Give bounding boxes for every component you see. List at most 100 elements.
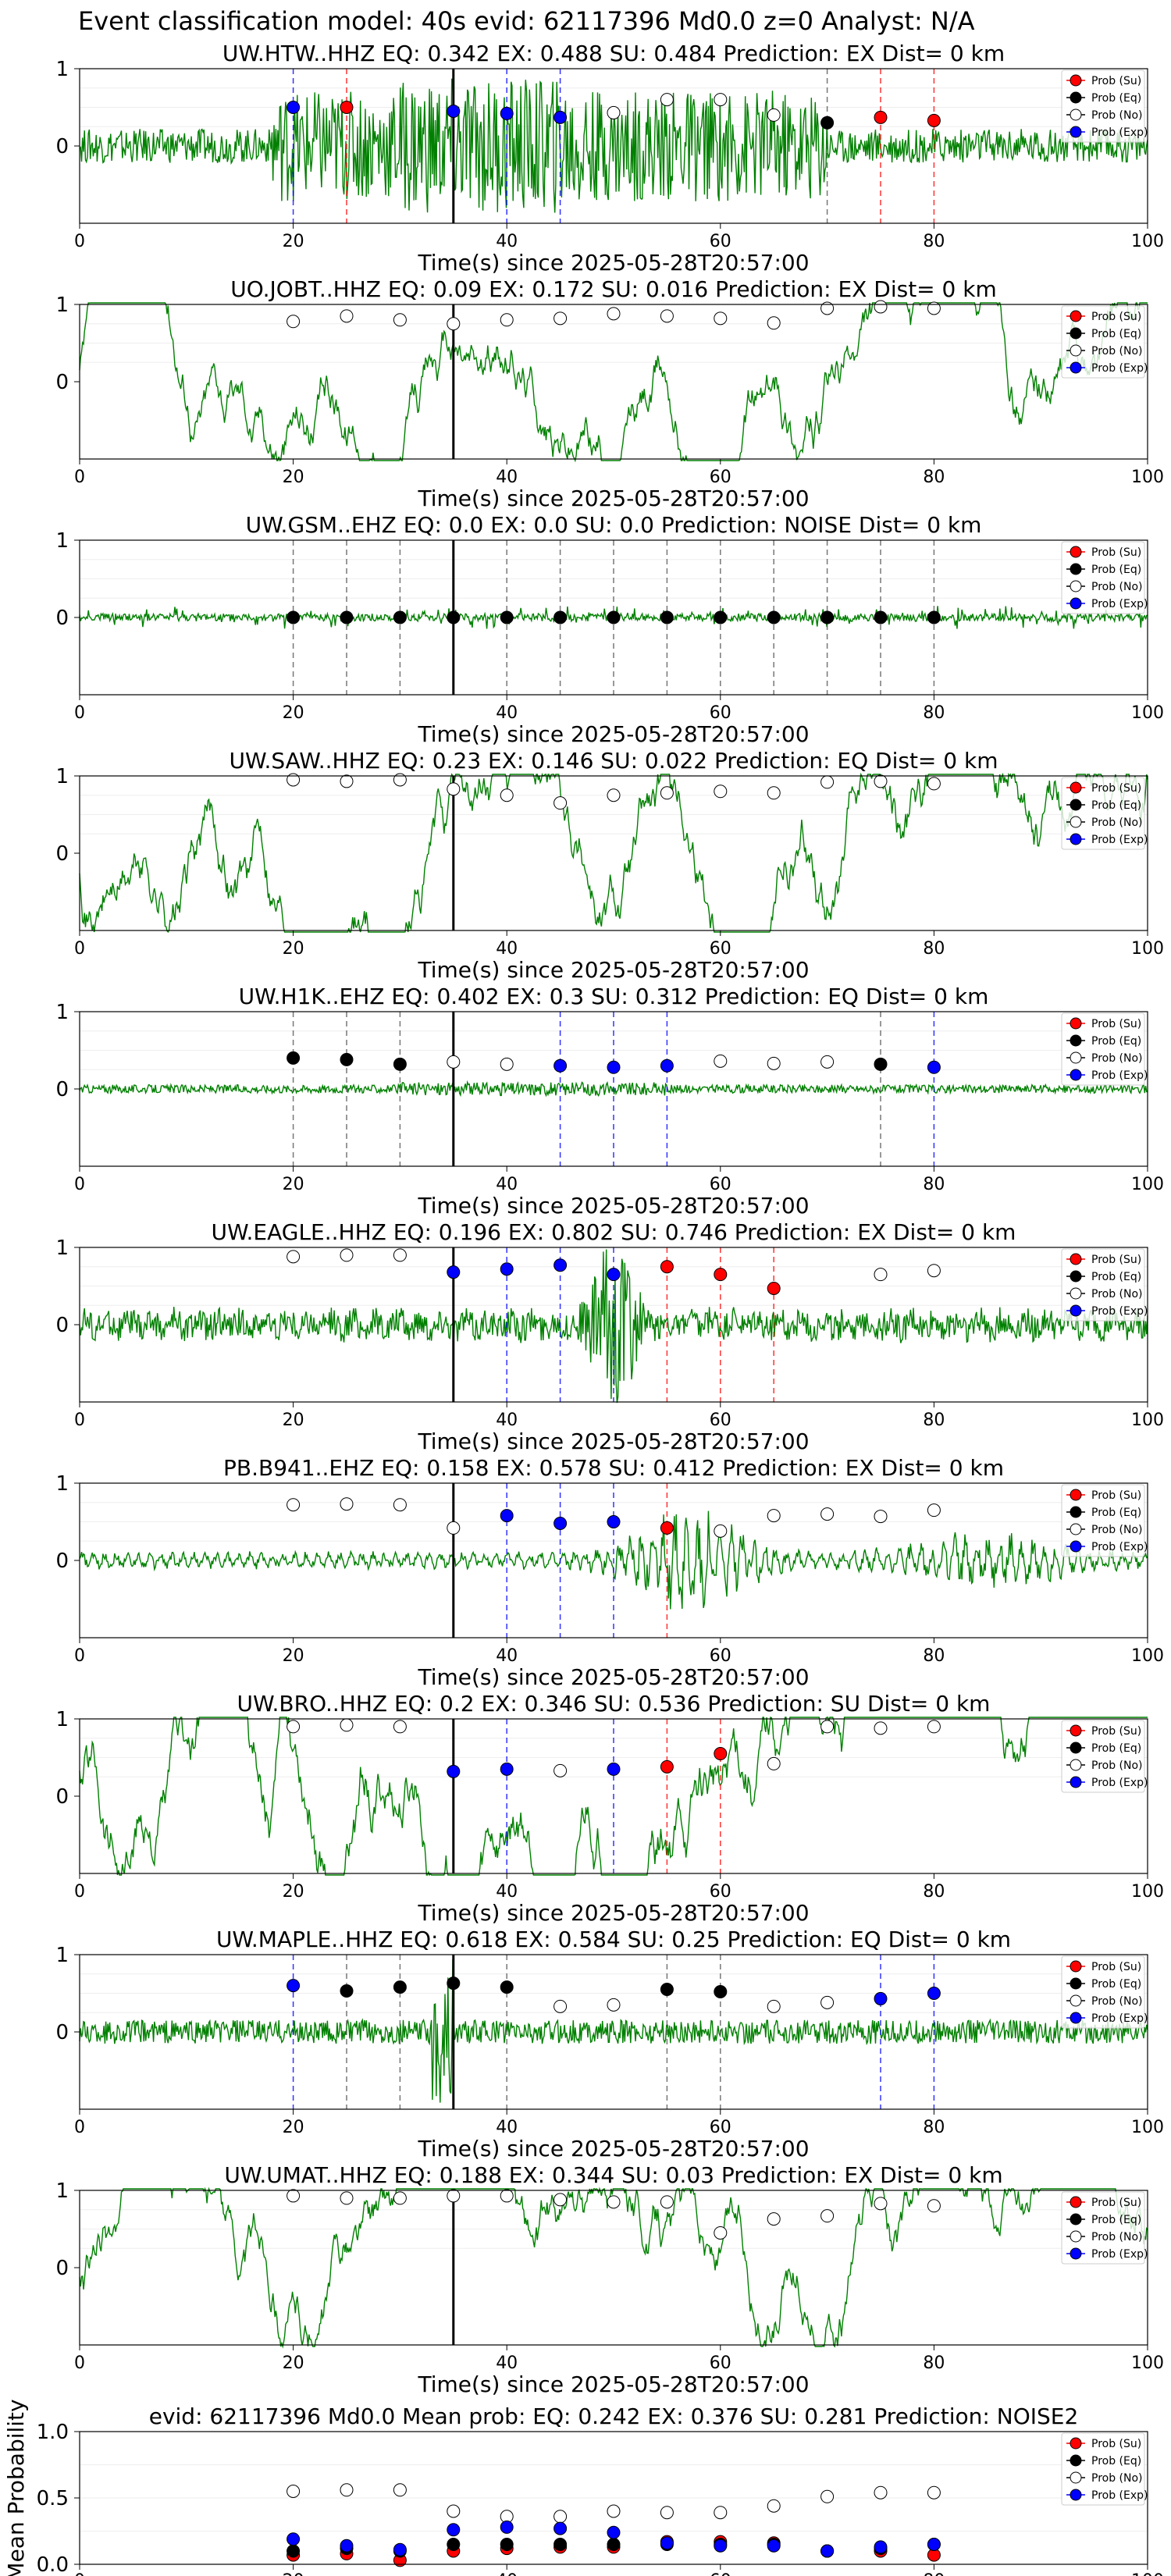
- prob-marker-no: [340, 1718, 354, 1732]
- x-tick-label: 60: [710, 468, 731, 487]
- figure-title: Event classification model: 40s evid: 62…: [78, 6, 975, 36]
- legend-label-eq: Prob (Eq): [1091, 1271, 1141, 1283]
- legend-marker-no: [1070, 1994, 1082, 2007]
- legend-marker-su: [1070, 310, 1082, 322]
- legend-label-eq: Prob (Eq): [1091, 1035, 1141, 1048]
- legend-marker-su: [1070, 781, 1082, 794]
- mean-marker-no: [393, 2483, 407, 2497]
- panel-title: UW.EAGLE..HHZ EQ: 0.196 EX: 0.802 SU: 0.…: [212, 1219, 1016, 1245]
- prob-marker-eq: [553, 610, 568, 624]
- prob-marker-su: [874, 110, 888, 124]
- prob-marker-no: [660, 309, 674, 323]
- x-tick-label: 60: [710, 1411, 731, 1430]
- mean-marker-no: [287, 2485, 301, 2498]
- x-tick-label: 0: [74, 232, 85, 251]
- x-tick-label: 100: [1131, 1646, 1164, 1666]
- prob-marker-no: [767, 316, 781, 330]
- prob-marker-no: [820, 1720, 835, 1734]
- prob-marker-exp: [660, 1059, 674, 1073]
- x-tick-label: 100: [1131, 468, 1164, 487]
- prob-marker-no: [500, 788, 514, 802]
- mean-marker-no: [607, 2504, 621, 2518]
- prob-marker-eq: [874, 1057, 888, 1071]
- prob-marker-eq: [287, 1051, 301, 1065]
- station-panel-6: UW.EAGLE..HHZ EQ: 0.196 EX: 0.802 SU: 0.…: [55, 1219, 1164, 1454]
- prob-marker-exp: [553, 110, 568, 124]
- mean-marker-eq: [500, 2538, 514, 2551]
- legend-label-no: Prob (No): [1091, 817, 1143, 829]
- legend-label-exp: Prob (Exp): [1091, 1777, 1148, 1789]
- x-tick-label: 20: [283, 2354, 304, 2373]
- x-tick-label: 20: [283, 1882, 304, 1902]
- legend-label-su: Prob (Su): [1091, 782, 1141, 795]
- prob-marker-su: [714, 1268, 728, 1282]
- legend-marker-eq: [1070, 563, 1082, 575]
- x-axis-label: Time(s) since 2025-05-28T20:57:00: [417, 721, 809, 747]
- legend-label-no: Prob (No): [1091, 109, 1143, 122]
- prob-marker-no: [393, 1248, 407, 1262]
- y-tick-label: 1: [55, 1001, 69, 1024]
- x-tick-label: 0: [74, 939, 85, 959]
- prob-marker-su: [660, 1260, 674, 1274]
- prob-marker-eq: [500, 1980, 514, 1994]
- prob-marker-exp: [287, 101, 301, 114]
- x-tick-label: 80: [923, 232, 945, 251]
- waveform-trace: [79, 1959, 1148, 2103]
- x-tick-label: 100: [1131, 1175, 1164, 1194]
- panel-title: UW.GSM..EHZ EQ: 0.0 EX: 0.0 SU: 0.0 Pred…: [246, 512, 982, 538]
- prob-marker-eq: [340, 1052, 354, 1066]
- legend-label-eq: Prob (Eq): [1091, 1742, 1141, 1755]
- legend-marker-su: [1070, 2437, 1082, 2450]
- y-tick-label: 0: [55, 371, 69, 394]
- station-panel-2: UO.JOBT..HHZ EQ: 0.09 EX: 0.172 SU: 0.01…: [55, 276, 1164, 511]
- legend-box: [1061, 777, 1145, 850]
- prob-marker-no: [767, 1509, 781, 1523]
- legend-marker-no: [1070, 1051, 1082, 1064]
- prob-marker-no: [553, 1999, 568, 2013]
- prob-marker-eq: [874, 610, 888, 624]
- prob-marker-eq: [927, 610, 941, 624]
- prob-marker-su: [767, 1281, 781, 1295]
- mean-marker-no: [660, 2506, 674, 2520]
- axes-frame: [79, 2190, 1148, 2346]
- x-tick-label: 80: [923, 2354, 945, 2373]
- x-axis-label: Time(s) since 2025-05-28T20:57:00: [417, 2371, 809, 2397]
- prob-marker-no: [714, 311, 728, 326]
- prob-marker-eq: [820, 610, 835, 624]
- legend-marker-exp: [1070, 833, 1082, 845]
- prob-marker-no: [767, 2212, 781, 2226]
- mean-marker-no: [714, 2506, 728, 2520]
- y-tick-label: 0: [55, 607, 69, 630]
- legend-marker-exp: [1070, 2012, 1082, 2024]
- y-tick-label: 0: [55, 135, 69, 158]
- prob-marker-no: [287, 1720, 301, 1734]
- prob-marker-no: [660, 2195, 674, 2209]
- y-tick-label: 0.0: [37, 2553, 69, 2576]
- mean-marker-no: [553, 2510, 568, 2524]
- prob-marker-no: [660, 786, 674, 800]
- axes-frame: [79, 1718, 1148, 1874]
- prob-marker-no: [927, 1720, 941, 1734]
- prob-marker-eq: [393, 1057, 407, 1071]
- x-tick-label: 100: [1131, 2354, 1164, 2373]
- prob-marker-no: [714, 2226, 728, 2240]
- legend-marker-exp: [1070, 2489, 1082, 2501]
- x-axis-label: Time(s) since 2025-05-28T20:57:00: [417, 1193, 809, 1219]
- y-tick-label: 1: [55, 529, 69, 553]
- prob-marker-no: [393, 1720, 407, 1734]
- x-tick-label: 80: [923, 1882, 945, 1902]
- legend-marker-eq: [1070, 2454, 1082, 2467]
- legend-marker-exp: [1070, 126, 1082, 138]
- legend-label-exp: Prob (Exp): [1091, 2012, 1148, 2025]
- axes-frame: [79, 1482, 1148, 1638]
- x-tick-label: 20: [283, 1411, 304, 1430]
- legend-label-eq: Prob (Eq): [1091, 799, 1141, 812]
- mean-marker-exp: [393, 2542, 407, 2556]
- prob-marker-no: [447, 317, 461, 331]
- y-tick-label: 0: [55, 2021, 69, 2044]
- prob-marker-no: [553, 796, 568, 810]
- prob-marker-eq: [714, 1985, 728, 1999]
- legend-marker-su: [1070, 74, 1082, 87]
- mean-marker-exp: [660, 2536, 674, 2550]
